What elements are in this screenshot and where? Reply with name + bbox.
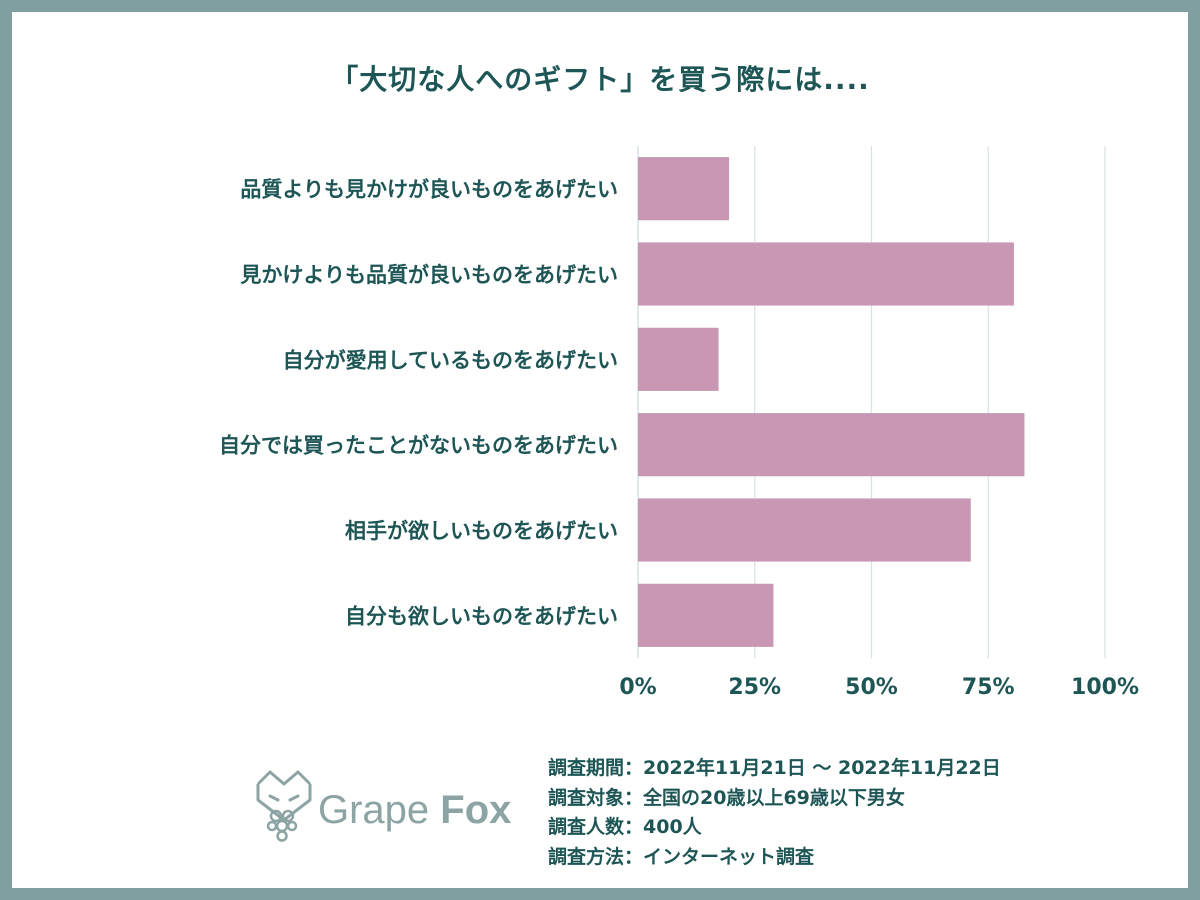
category-labels: 品質よりも見かけが良いものをあげたい見かけよりも品質が良いものをあげたい自分が愛… [219,178,618,629]
category-label: 相手が欲しいものをあげたい [345,519,618,543]
bar [638,498,971,562]
grape-fox-logo-icon [256,770,312,842]
category-label: 自分が愛用しているものをあげたい [283,348,618,372]
bar [638,413,1025,477]
survey-period: 調査期間：2022年11月21日 ～ 2022年11月22日 [548,757,1001,779]
survey-info: 調査期間：2022年11月21日 ～ 2022年11月22日 調査対象：全国の2… [548,754,1001,872]
survey-count: 調査人数：400人 [548,816,702,838]
survey-method: 調査方法：インターネット調査 [548,845,815,868]
bar [638,157,730,221]
x-tick-label: 0% [619,675,656,700]
bar [638,242,1014,306]
survey-target: 調査対象：全国の20歳以上69歳以下男女 [548,786,905,809]
category-label: 自分も欲しいものをあげたい [345,604,618,628]
bars [638,157,1025,647]
category-label: 品質よりも見かけが良いものをあげたい [240,178,618,202]
x-tick-label: 25% [728,675,781,700]
chart-title: 「大切な人へのギフト」を買う際には.... [330,63,870,96]
bar [638,583,774,647]
x-axis-ticks: 0% 25% 50% 75% 100% [619,675,1139,700]
category-label: 見かけよりも品質が良いものをあげたい [240,263,618,287]
x-tick-label: 100% [1071,675,1139,700]
grid-lines [637,146,1106,658]
brand-name: Grape Fox [318,788,511,833]
x-tick-label: 50% [845,675,898,700]
brand-name-light: Grape [318,788,430,832]
category-label: 自分では買ったことがないものをあげたい [219,434,618,458]
bar [638,327,719,391]
x-tick-label: 75% [962,675,1015,700]
brand-name-bold: Fox [440,788,512,832]
